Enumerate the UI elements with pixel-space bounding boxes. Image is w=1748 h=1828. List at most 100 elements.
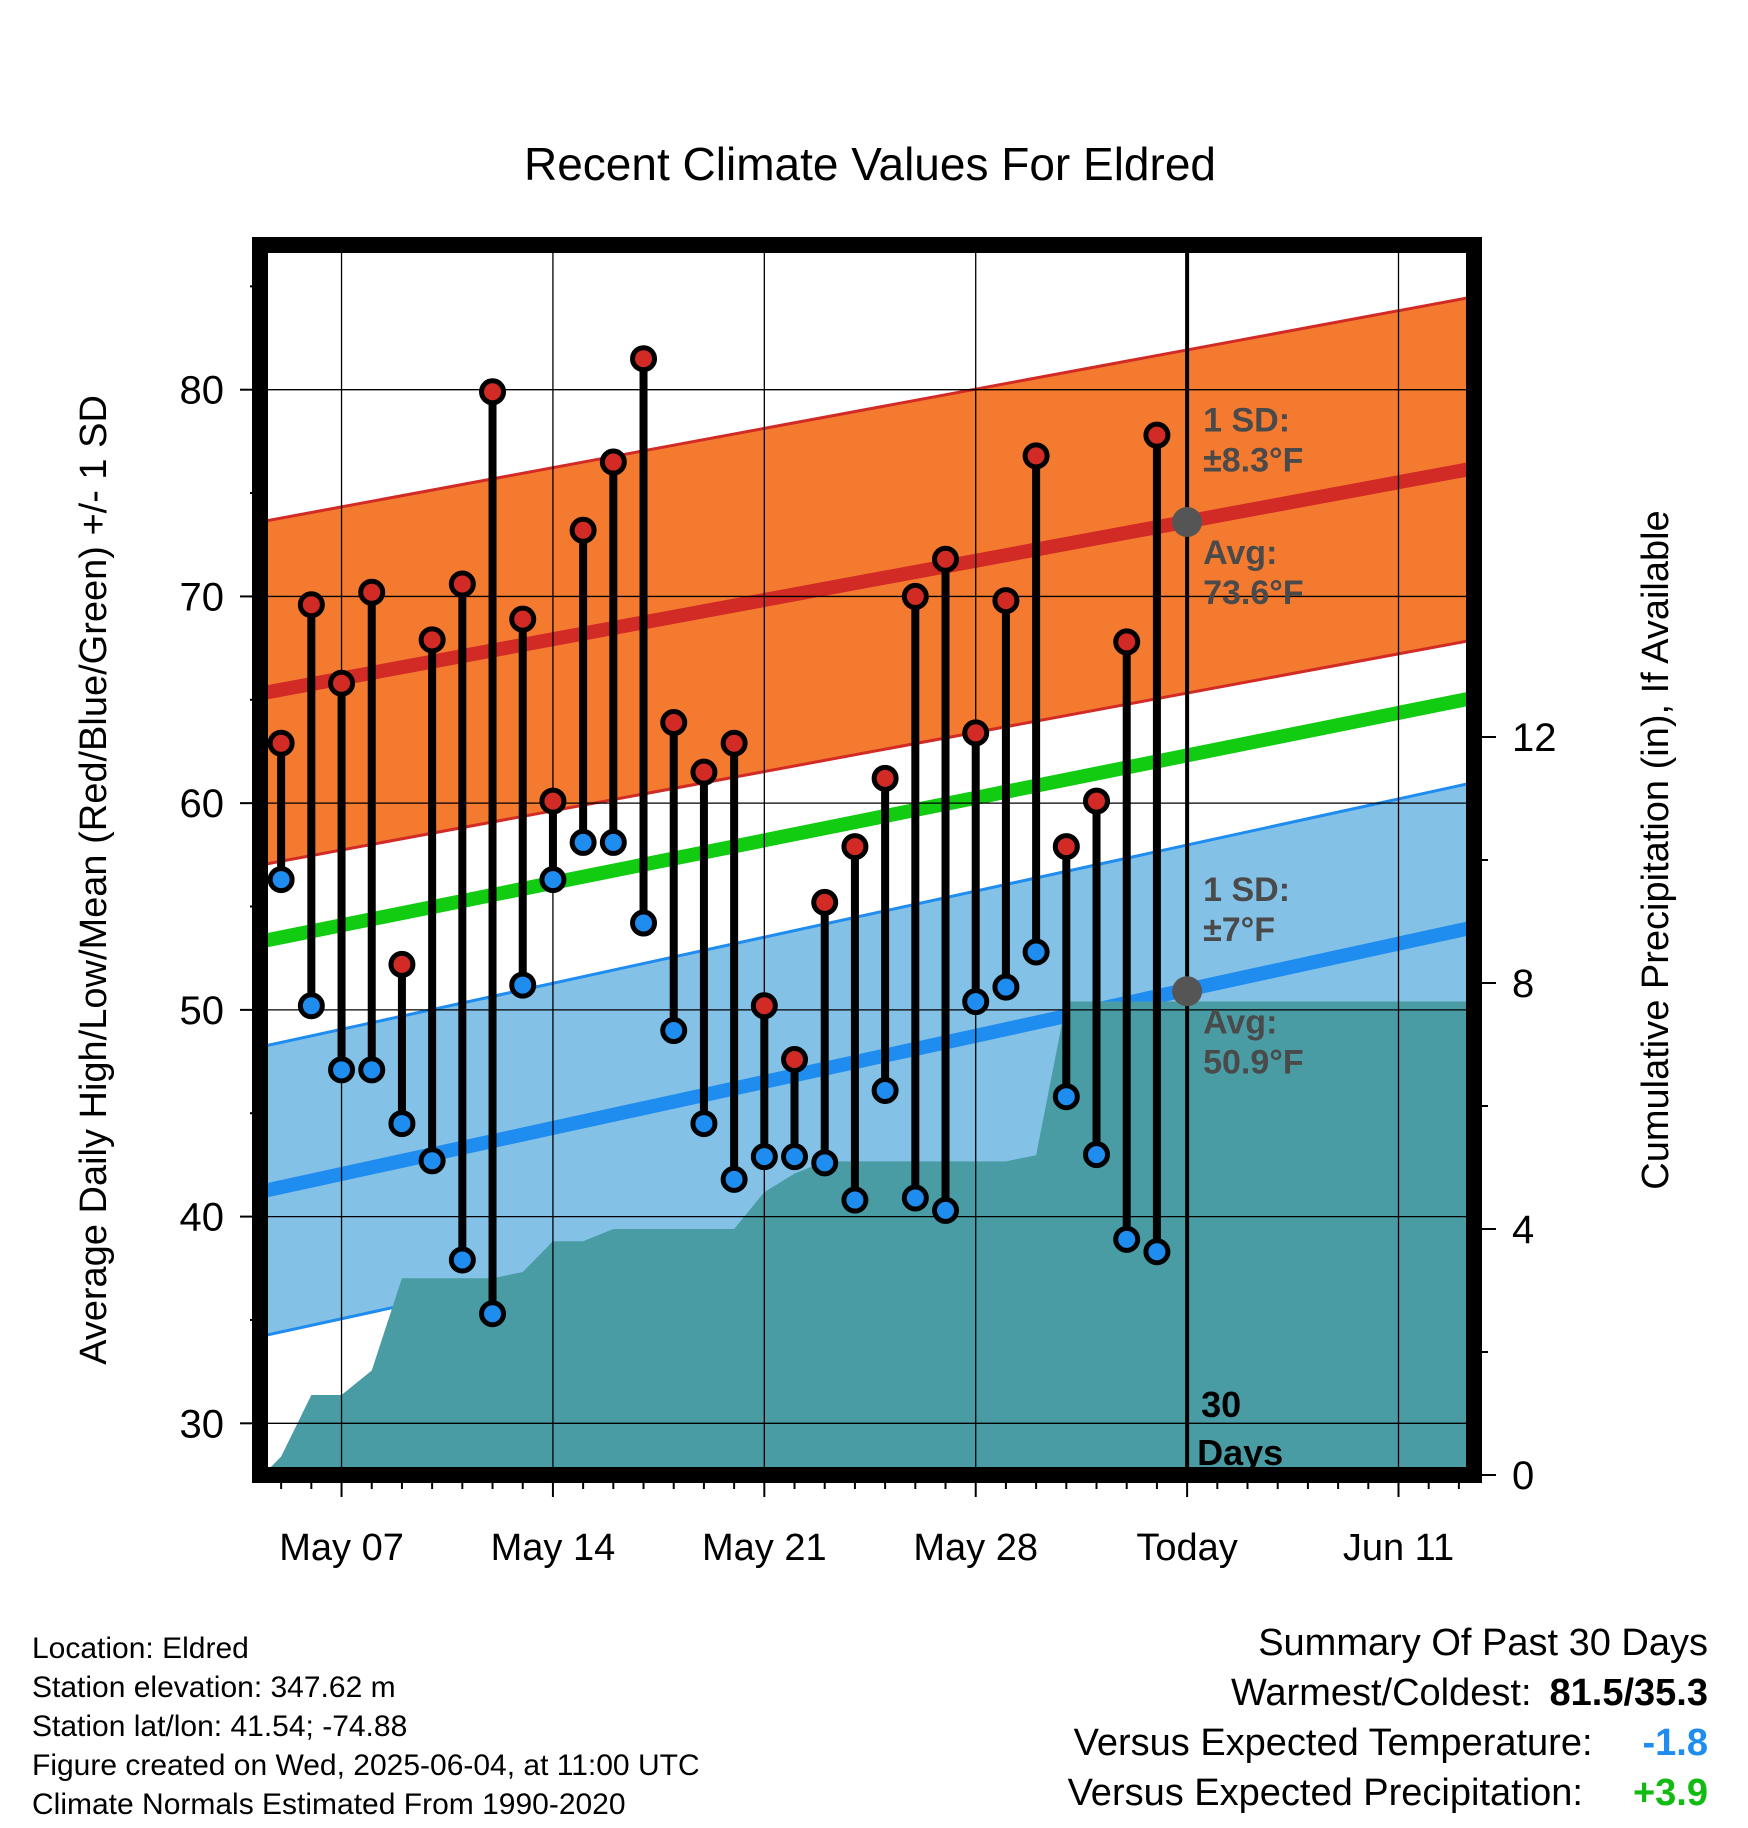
low-marker-12: [630, 909, 658, 937]
low-marker-26: [1052, 1083, 1080, 1111]
right-tick-label-1: 4: [1512, 1208, 1534, 1252]
right-tick-label-0: 0: [1512, 1454, 1534, 1498]
today-high-avg-dot: [1172, 507, 1203, 538]
high-marker-28: [1113, 628, 1141, 656]
high-marker-11: [599, 448, 627, 476]
plot-area: [260, 245, 1474, 1475]
y-axis-right-title: Cumulative Precipitation (in), If Availa…: [1635, 510, 1677, 1189]
low-marker-4: [388, 1110, 416, 1138]
chart-title: Recent Climate Values For Eldred: [524, 138, 1216, 190]
low-avg-value: 50.9°F: [1203, 1043, 1304, 1081]
high-marker-5: [418, 626, 446, 654]
left-tick-label-5: 80: [180, 369, 225, 413]
left-tick-label-1: 40: [180, 1196, 225, 1240]
x-tick-label-3: May 28: [913, 1527, 1038, 1569]
x-tick-label-0: May 07: [279, 1527, 404, 1569]
low-marker-17: [781, 1143, 809, 1171]
summary-temp-label: Versus Expected Temperature:: [1073, 1722, 1593, 1764]
high-marker-0: [267, 729, 295, 757]
low-marker-0: [267, 866, 295, 894]
x-tick-label-1: May 14: [491, 1527, 616, 1569]
low-marker-5: [418, 1147, 446, 1175]
left-tick-label-4: 70: [180, 575, 225, 619]
high-marker-8: [509, 605, 537, 633]
plot-frame: [252, 237, 1482, 1483]
low-marker-24: [992, 973, 1020, 1001]
x-tick-label-2: May 21: [702, 1527, 827, 1569]
high-marker-7: [479, 378, 507, 406]
summary-warmest-coldest-label: Warmest/Coldest:: [1230, 1672, 1532, 1714]
summary-title: Summary Of Past 30 Days: [1258, 1622, 1708, 1664]
low-marker-10: [569, 828, 597, 856]
high-marker-26: [1052, 833, 1080, 861]
low-marker-18: [811, 1149, 839, 1177]
footer-location: Location: Eldred: [32, 1632, 249, 1665]
right-tick-label-3: 12: [1512, 716, 1557, 760]
low-marker-27: [1083, 1141, 1111, 1169]
low-marker-25: [1022, 938, 1050, 966]
summary-temp-value: -1.8: [1642, 1722, 1708, 1764]
low-marker-15: [720, 1165, 748, 1193]
high-marker-3: [358, 578, 386, 606]
high-marker-10: [569, 516, 597, 544]
y-axis-left-title: Average Daily High/Low/Mean (Red/Blue/Gr…: [73, 395, 115, 1365]
high-marker-24: [992, 587, 1020, 615]
high-marker-23: [962, 719, 990, 747]
high-marker-16: [750, 992, 778, 1020]
left-tick-label-2: 50: [180, 989, 225, 1033]
footer-elevation: Station elevation: 347.62 m: [32, 1671, 396, 1704]
low-marker-29: [1143, 1238, 1171, 1266]
high-marker-22: [932, 545, 960, 573]
low-avg-label: Avg:: [1203, 1003, 1277, 1041]
high-marker-21: [901, 582, 929, 610]
left-tick-label-3: 60: [180, 782, 225, 826]
high-marker-6: [448, 570, 476, 598]
footer-normals: Climate Normals Estimated From 1990-2020: [32, 1788, 626, 1821]
high-marker-9: [539, 787, 567, 815]
summary-warmest-coldest-value: 81.5/35.3: [1549, 1672, 1708, 1714]
low-marker-20: [871, 1076, 899, 1104]
low-marker-21: [901, 1184, 929, 1212]
summary-precip-label: Versus Expected Precipitation:: [1067, 1772, 1583, 1814]
high-marker-19: [841, 833, 869, 861]
high-marker-29: [1143, 421, 1171, 449]
right-tick-label-2: 8: [1512, 962, 1534, 1006]
low-marker-19: [841, 1186, 869, 1214]
high-avg-label: Avg:: [1203, 534, 1277, 572]
high-marker-20: [871, 764, 899, 792]
precip-area: [261, 1001, 1474, 1475]
today-low-avg-dot: [1172, 976, 1203, 1007]
high-sd-value: ±8.3°F: [1203, 442, 1303, 480]
high-marker-14: [690, 758, 718, 786]
high-marker-27: [1083, 787, 1111, 815]
low-marker-7: [479, 1300, 507, 1328]
low-marker-23: [962, 988, 990, 1016]
high-marker-1: [297, 591, 325, 619]
low-marker-13: [660, 1017, 688, 1045]
today-days-label: Days: [1197, 1432, 1283, 1473]
low-marker-1: [297, 992, 325, 1020]
low-sd-value: ±7°F: [1203, 911, 1275, 949]
high-avg-value: 73.6°F: [1203, 574, 1304, 612]
high-marker-12: [630, 345, 658, 373]
summary-temperature: Versus Expected Temperature: -1.8: [1074, 1722, 1708, 1765]
low-marker-11: [599, 828, 627, 856]
x-tick-label-4: Today: [1136, 1527, 1237, 1569]
low-marker-2: [328, 1056, 356, 1084]
high-sd-band-upper-edge: [260, 295, 1474, 524]
low-marker-3: [358, 1056, 386, 1084]
high-marker-18: [811, 888, 839, 916]
high-marker-2: [328, 669, 356, 697]
low-marker-8: [509, 971, 537, 999]
today-count-label: 30: [1201, 1384, 1241, 1425]
high-sd-label: 1 SD:: [1203, 402, 1290, 440]
low-marker-14: [690, 1110, 718, 1138]
low-marker-16: [750, 1143, 778, 1171]
footer-created: Figure created on Wed, 2025-06-04, at 11…: [32, 1749, 700, 1782]
high-marker-25: [1022, 442, 1050, 470]
low-marker-28: [1113, 1225, 1141, 1253]
summary-precip-value: +3.9: [1632, 1772, 1708, 1814]
x-tick-label-5: Jun 11: [1343, 1527, 1454, 1569]
high-marker-15: [720, 729, 748, 757]
